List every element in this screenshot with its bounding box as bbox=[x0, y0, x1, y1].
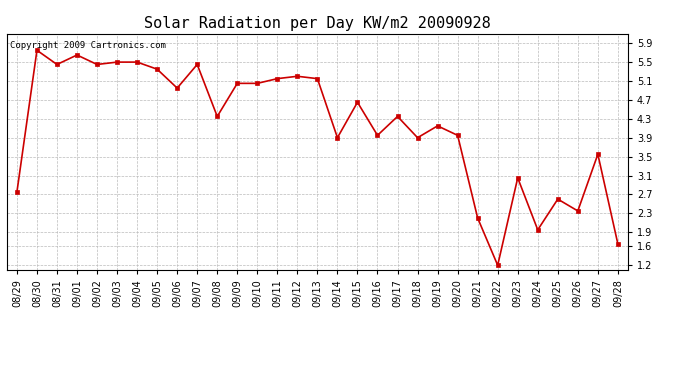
Title: Solar Radiation per Day KW/m2 20090928: Solar Radiation per Day KW/m2 20090928 bbox=[144, 16, 491, 31]
Text: Copyright 2009 Cartronics.com: Copyright 2009 Cartronics.com bbox=[10, 41, 166, 50]
